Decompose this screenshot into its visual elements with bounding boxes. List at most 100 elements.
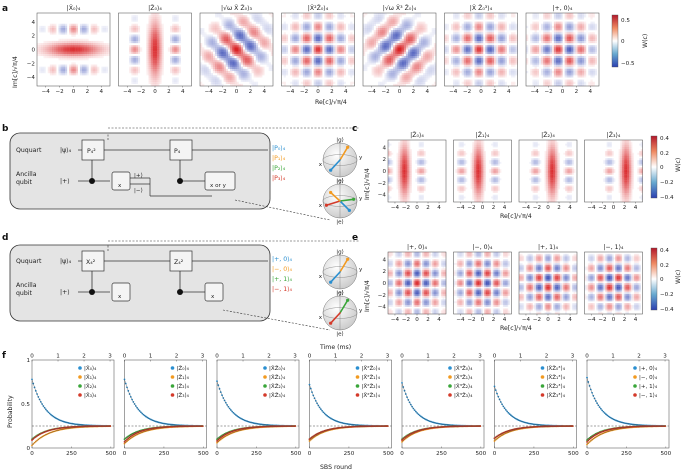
wigner-cell bbox=[155, 68, 158, 72]
wigner-cell bbox=[62, 68, 66, 72]
wigner-cell bbox=[79, 23, 83, 26]
wigner-cell bbox=[307, 13, 310, 16]
wigner-cell bbox=[568, 32, 572, 35]
wigner-cell bbox=[397, 81, 400, 84]
wigner-cell bbox=[105, 49, 108, 52]
wigner-cell bbox=[309, 68, 312, 72]
wigner-cell bbox=[253, 36, 256, 39]
wigner-cell bbox=[453, 49, 456, 52]
wigner-cell bbox=[45, 55, 48, 59]
wigner-cell bbox=[543, 47, 546, 50]
wigner-cell bbox=[330, 83, 334, 87]
wigner-cell bbox=[79, 64, 83, 67]
wigner-cell bbox=[465, 58, 469, 61]
wigner-cell bbox=[463, 62, 467, 65]
wigner-cell bbox=[318, 70, 321, 74]
wigner-cell bbox=[330, 15, 334, 18]
wigner-cell bbox=[412, 75, 415, 78]
wigner-cell bbox=[378, 34, 381, 37]
wigner-cell bbox=[491, 49, 494, 52]
wigner-cell bbox=[49, 32, 53, 35]
wigner-cell bbox=[330, 32, 334, 35]
wigner-cell bbox=[384, 55, 387, 59]
wigner-cell bbox=[94, 28, 98, 31]
wigner-cell bbox=[446, 62, 449, 65]
wigner-cell bbox=[378, 66, 381, 69]
wigner-cell bbox=[380, 13, 383, 16]
wigner-cell bbox=[420, 64, 424, 67]
wigner-cell bbox=[135, 77, 138, 80]
wigner-cell bbox=[425, 30, 428, 33]
wigner-cell bbox=[414, 60, 417, 63]
wigner-cell bbox=[496, 45, 499, 48]
wigner-cell bbox=[326, 49, 329, 52]
wigner-cell bbox=[49, 51, 53, 54]
wigner-cell bbox=[318, 32, 321, 35]
wigner-cell bbox=[491, 17, 494, 20]
wigner-cell bbox=[257, 19, 261, 22]
wigner-cell bbox=[371, 21, 374, 24]
wigner-cell bbox=[414, 40, 417, 44]
wigner-cell bbox=[37, 51, 40, 54]
wigner-cell bbox=[58, 23, 61, 26]
wigner-cell bbox=[457, 70, 460, 74]
wigner-cell bbox=[41, 30, 44, 33]
wigner-cell bbox=[513, 21, 516, 24]
wigner-cell bbox=[500, 79, 503, 82]
wigner-cell bbox=[388, 53, 392, 57]
wigner-cell bbox=[75, 58, 78, 61]
wigner-cell bbox=[260, 60, 263, 63]
wigner-cell bbox=[412, 23, 415, 26]
wigner-cell bbox=[373, 66, 376, 69]
wigner-cell bbox=[416, 45, 419, 48]
wigner-cell bbox=[69, 68, 72, 72]
wigner-cell bbox=[318, 62, 321, 65]
wigner-cell bbox=[77, 43, 81, 46]
wigner-cell bbox=[504, 34, 507, 37]
wigner-cell bbox=[405, 79, 409, 82]
wigner-cell bbox=[245, 47, 248, 50]
wigner-cell bbox=[309, 79, 312, 82]
wigner-cell bbox=[296, 47, 299, 50]
wigner-cell bbox=[94, 45, 98, 48]
wigner-cell bbox=[170, 34, 173, 37]
wigner-cell bbox=[339, 34, 342, 37]
wigner-cell bbox=[408, 40, 411, 44]
wigner-cell bbox=[131, 36, 134, 39]
wigner-cell bbox=[161, 64, 164, 67]
wigner-cell bbox=[157, 55, 160, 59]
wigner-cell bbox=[568, 25, 572, 29]
wigner-cell bbox=[476, 32, 479, 35]
wigner-cell bbox=[380, 15, 383, 18]
wigner-cell bbox=[328, 21, 331, 24]
wigner-cell bbox=[515, 55, 518, 59]
wigner-cell bbox=[58, 32, 61, 35]
wigner-cell bbox=[545, 23, 548, 26]
wigner-cell bbox=[534, 75, 537, 78]
wigner-cell bbox=[150, 70, 153, 74]
wigner-cell bbox=[453, 68, 456, 72]
wigner-cell bbox=[457, 68, 460, 72]
wigner-cell bbox=[227, 21, 231, 24]
wigner-cell bbox=[131, 81, 134, 84]
wigner-cell bbox=[283, 23, 286, 26]
wigner-cell bbox=[58, 53, 61, 57]
wigner-cell bbox=[251, 60, 254, 63]
wigner-cell bbox=[500, 21, 503, 24]
wigner-cell bbox=[371, 23, 374, 26]
wigner-cell bbox=[294, 47, 297, 50]
wigner-cell bbox=[390, 60, 394, 63]
wigner-cell bbox=[343, 55, 347, 59]
wigner-cell bbox=[107, 49, 111, 52]
wigner-cell bbox=[90, 47, 93, 50]
wigner-cell bbox=[558, 53, 561, 57]
wigner-cell bbox=[58, 43, 61, 46]
x-tick-label: −4 bbox=[123, 89, 132, 95]
wigner-cell bbox=[534, 60, 537, 63]
wigner-cell bbox=[395, 23, 398, 26]
wigner-cell bbox=[431, 47, 434, 50]
wigner-cell bbox=[146, 23, 149, 26]
wigner-cell bbox=[369, 45, 372, 48]
wigner-cell bbox=[43, 68, 46, 72]
wigner-cell bbox=[343, 62, 347, 65]
